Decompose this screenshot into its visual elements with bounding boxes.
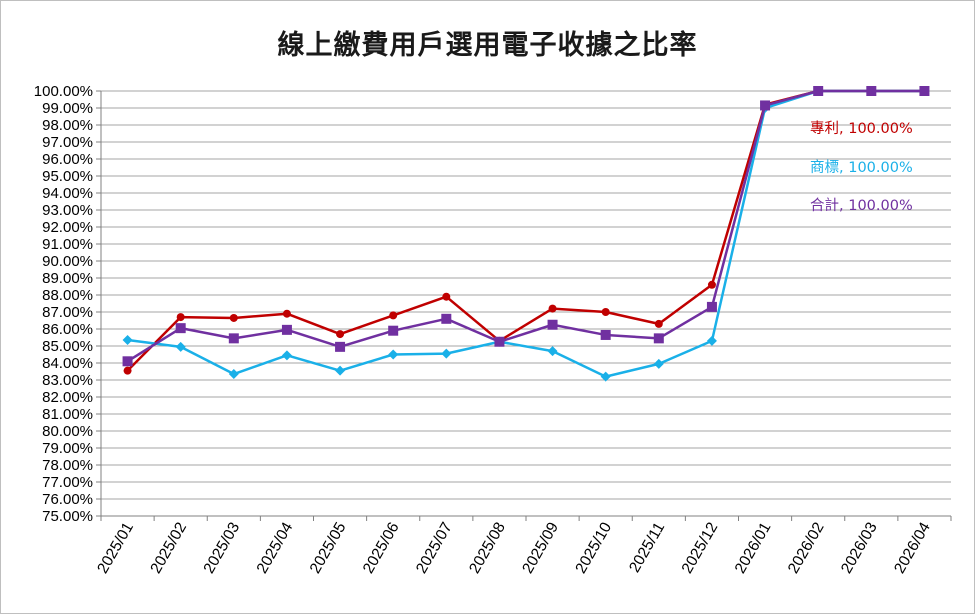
- y-tick-label: 89.00%: [42, 270, 93, 287]
- data-point-diamond: [176, 342, 186, 352]
- x-tick-labels: 2025/012025/022025/032025/042025/052025/…: [94, 519, 934, 576]
- data-point-diamond: [548, 346, 558, 356]
- data-label: 商標, 100.00%: [810, 159, 913, 176]
- y-tick-label: 91.00%: [42, 236, 93, 253]
- data-point-circle: [389, 311, 397, 319]
- y-tick-label: 82.00%: [42, 389, 93, 406]
- gridlines: [101, 91, 951, 516]
- axes: [96, 91, 951, 521]
- data-point-square: [548, 320, 558, 330]
- data-point-square: [866, 86, 876, 96]
- data-point-square: [388, 326, 398, 336]
- data-labels: 專利, 100.00% 商標, 100.00% 合計, 100.00%: [810, 120, 913, 214]
- x-tick-label: 2025/08: [466, 520, 509, 577]
- data-point-square: [654, 333, 664, 343]
- data-point-square: [919, 86, 929, 96]
- y-tick-label: 85.00%: [42, 338, 93, 355]
- data-point-diamond: [441, 349, 451, 359]
- data-point-square: [229, 333, 239, 343]
- y-tick-label: 94.00%: [42, 185, 93, 202]
- y-tick-label: 86.00%: [42, 321, 93, 338]
- data-point-square: [601, 330, 611, 340]
- y-tick-label: 93.00%: [42, 202, 93, 219]
- data-point-circle: [230, 314, 238, 322]
- data-point-square: [176, 323, 186, 333]
- x-tick-label: 2025/12: [679, 520, 722, 577]
- data-point-circle: [124, 367, 132, 375]
- y-tick-label: 95.00%: [42, 168, 93, 185]
- x-tick-label: 2025/02: [147, 520, 190, 577]
- y-tick-label: 76.00%: [42, 491, 93, 508]
- x-tick-label: 2025/06: [360, 520, 403, 577]
- y-tick-label: 81.00%: [42, 406, 93, 423]
- y-tick-label: 83.00%: [42, 372, 93, 389]
- y-tick-label: 97.00%: [42, 134, 93, 151]
- data-point-diamond: [388, 350, 398, 360]
- x-tick-label: 2026/02: [785, 520, 828, 577]
- y-tick-label: 98.00%: [42, 117, 93, 134]
- x-tick-label: 2026/03: [838, 520, 881, 577]
- y-tick-label: 87.00%: [42, 304, 93, 321]
- y-tick-label: 77.00%: [42, 474, 93, 491]
- data-point-square: [441, 314, 451, 324]
- y-tick-label: 100.00%: [34, 83, 93, 100]
- data-point-circle: [336, 330, 344, 338]
- x-tick-label: 2025/09: [519, 520, 562, 577]
- data-point-square: [707, 302, 717, 312]
- data-point-circle: [602, 308, 610, 316]
- data-point-square: [335, 342, 345, 352]
- data-point-circle: [177, 313, 185, 321]
- data-point-diamond: [123, 335, 133, 345]
- data-point-diamond: [335, 366, 345, 376]
- x-tick-label: 2025/11: [626, 520, 668, 576]
- data-point-square: [760, 100, 770, 110]
- x-tick-label: 2026/01: [732, 520, 775, 577]
- x-tick-label: 2025/05: [307, 520, 350, 577]
- x-tick-label: 2025/10: [572, 519, 615, 576]
- data-label: 專利, 100.00%: [810, 120, 913, 137]
- data-point-circle: [442, 293, 450, 301]
- x-tick-label: 2026/04: [891, 519, 934, 576]
- y-tick-label: 75.00%: [42, 508, 93, 525]
- y-tick-label: 78.00%: [42, 457, 93, 474]
- y-tick-label: 80.00%: [42, 423, 93, 440]
- data-point-square: [282, 325, 292, 335]
- y-tick-labels: 75.00%76.00%77.00%78.00%79.00%80.00%81.0…: [34, 83, 93, 525]
- data-point-circle: [283, 310, 291, 318]
- data-point-diamond: [654, 359, 664, 369]
- data-point-diamond: [707, 336, 717, 346]
- data-point-square: [813, 86, 823, 96]
- data-point-diamond: [282, 350, 292, 360]
- data-point-circle: [549, 305, 557, 313]
- data-point-square: [494, 337, 504, 347]
- y-tick-label: 92.00%: [42, 219, 93, 236]
- y-tick-label: 96.00%: [42, 151, 93, 168]
- data-label: 合計, 100.00%: [810, 197, 913, 214]
- y-tick-label: 79.00%: [42, 440, 93, 457]
- series-lines: [123, 86, 930, 382]
- x-tick-label: 2025/04: [254, 519, 297, 576]
- y-tick-label: 88.00%: [42, 287, 93, 304]
- y-tick-label: 84.00%: [42, 355, 93, 372]
- x-tick-label: 2025/01: [94, 520, 137, 577]
- data-point-diamond: [229, 369, 239, 379]
- y-tick-label: 99.00%: [42, 100, 93, 117]
- data-point-square: [123, 356, 133, 366]
- x-tick-label: 2025/03: [201, 520, 244, 577]
- y-tick-label: 90.00%: [42, 253, 93, 270]
- data-point-circle: [708, 281, 716, 289]
- series-line-square: [128, 91, 925, 361]
- data-point-circle: [655, 320, 663, 328]
- x-tick-label: 2025/07: [413, 520, 456, 577]
